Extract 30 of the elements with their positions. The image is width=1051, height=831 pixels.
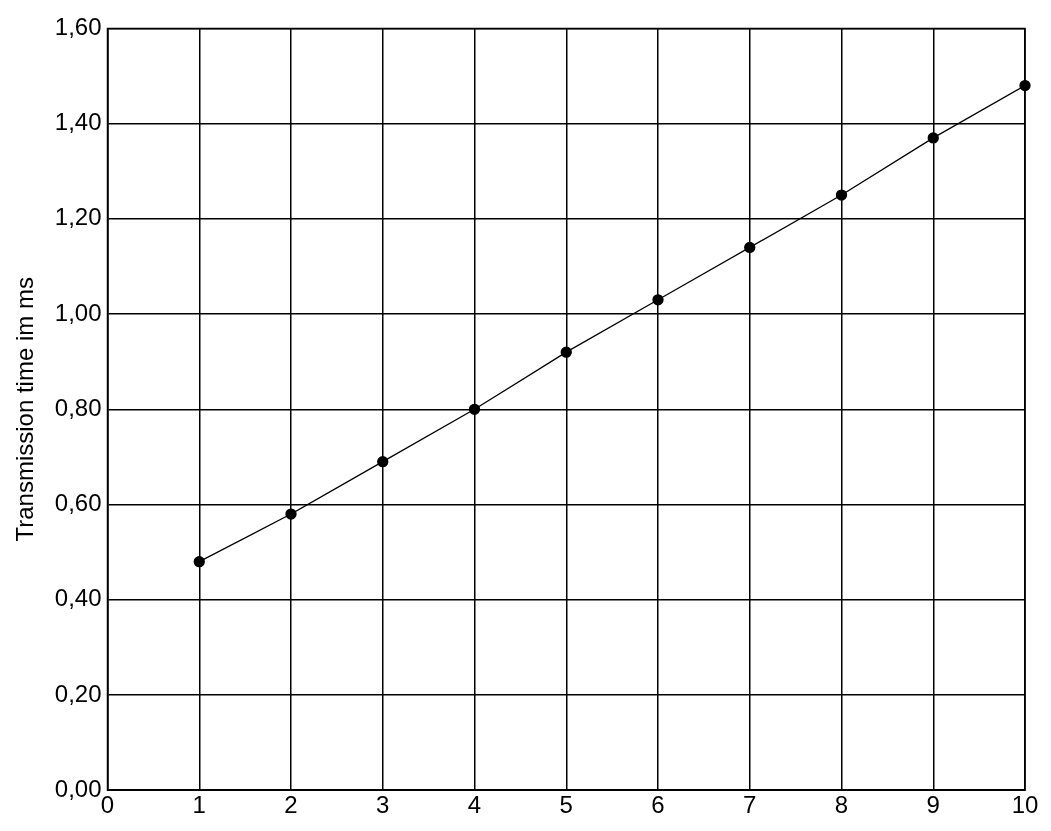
point <box>835 189 848 201</box>
point <box>744 241 756 254</box>
y-tick-label: 0,20 <box>54 679 102 707</box>
y-tick-label: 1,00 <box>54 298 102 326</box>
x-tick-label: 4 <box>467 791 482 819</box>
x-tick-label: 2 <box>284 791 298 819</box>
point <box>377 456 389 468</box>
y-tick-label: 0,60 <box>54 489 102 517</box>
point <box>560 346 572 358</box>
point <box>468 403 481 415</box>
y-axis-title: Transmission time im ms <box>11 277 39 542</box>
y-tick-label: 1,40 <box>54 108 102 136</box>
x-tick-label: 8 <box>834 791 849 819</box>
x-tick-label: 1 <box>192 791 206 819</box>
point <box>285 508 297 520</box>
point <box>927 132 939 144</box>
x-tick-label: 10 <box>1011 791 1039 819</box>
y-tick-label: 1,20 <box>54 203 102 231</box>
x-tick-label: 6 <box>651 791 665 819</box>
y-tick-label: 0,00 <box>54 774 102 802</box>
point <box>652 294 664 306</box>
x-tick-label: 0 <box>100 791 115 819</box>
y-tick-label: 1,60 <box>54 13 102 41</box>
y-tick-label: 0,40 <box>54 584 102 612</box>
point <box>193 556 205 568</box>
x-tick-label: 3 <box>376 791 390 819</box>
x-tick-label: 7 <box>743 791 757 819</box>
x-tick-label: 9 <box>926 791 940 819</box>
x-tick-label: 5 <box>559 791 573 819</box>
y-tick-label: 0,80 <box>54 393 102 421</box>
